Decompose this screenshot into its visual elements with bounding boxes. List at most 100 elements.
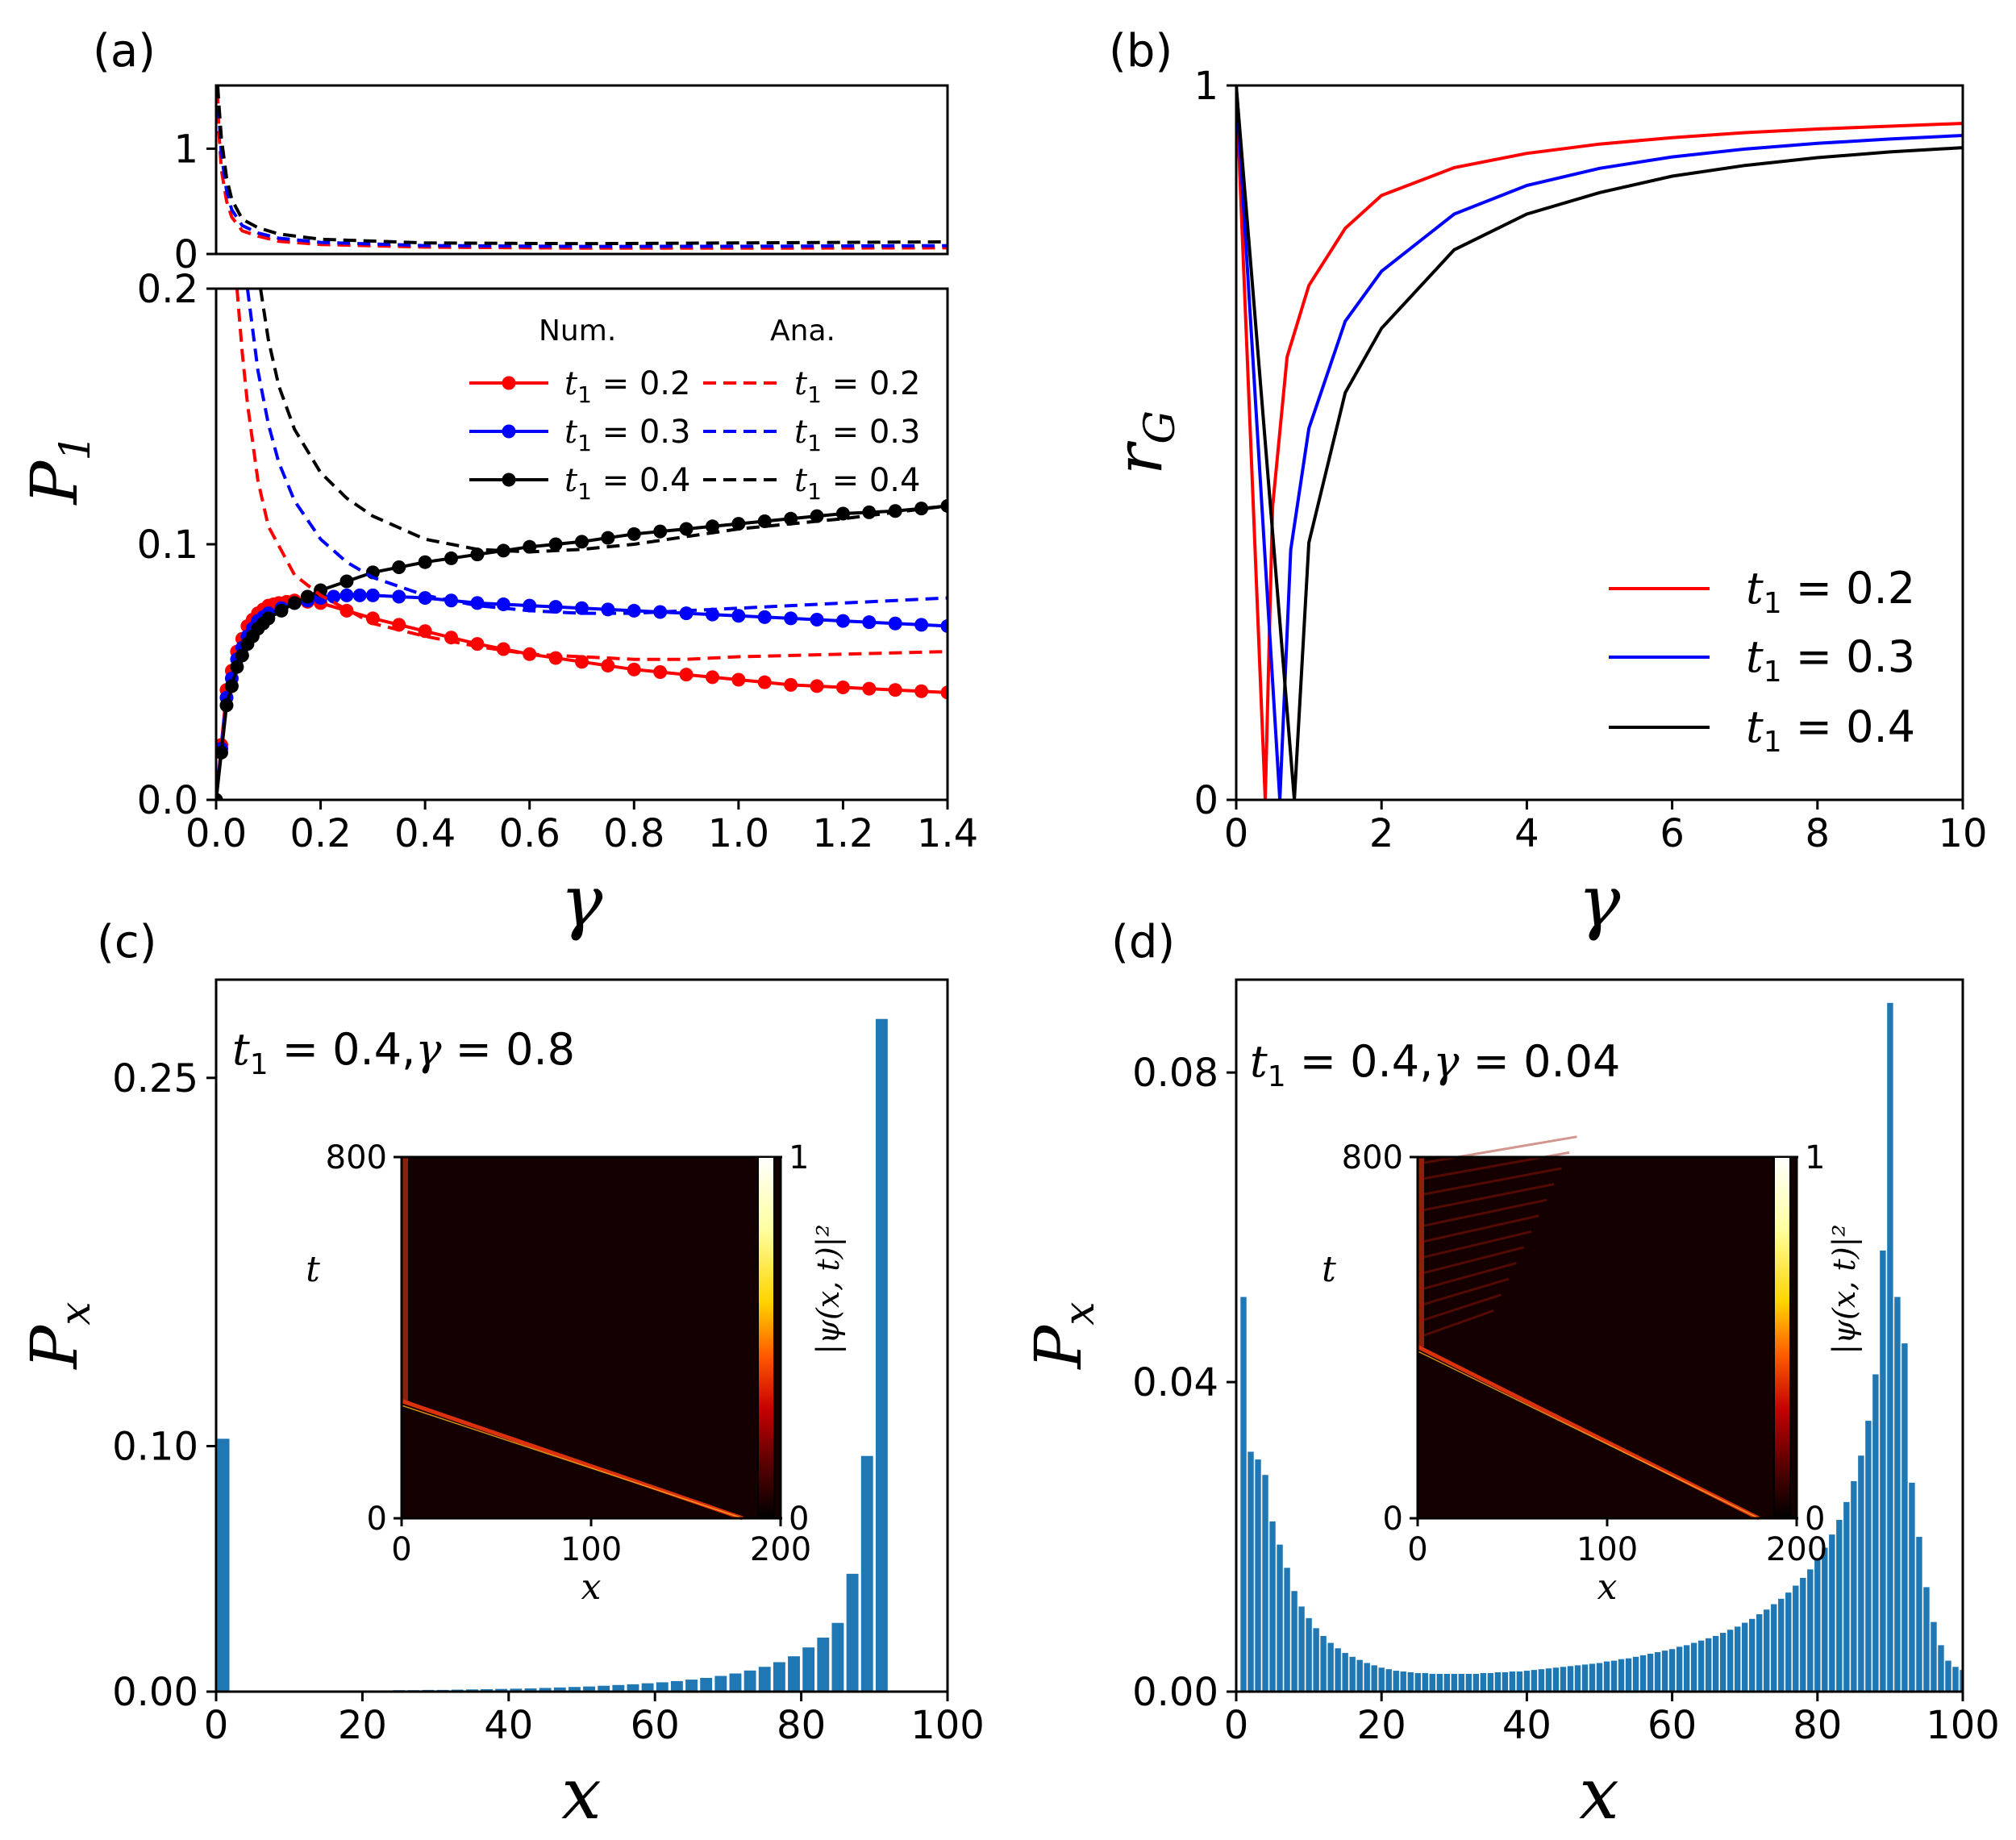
d-bar: [1298, 1606, 1305, 1692]
b-ylabel: rG: [1102, 410, 1185, 475]
c-xtick-label: 20: [338, 1703, 387, 1748]
d-interference-fringe: [1417, 1309, 1494, 1339]
d-bar: [1458, 1673, 1465, 1692]
c-colorbar: [757, 1156, 775, 1519]
a-xtick-label: 1.0: [708, 811, 769, 856]
a-legend-marker: [502, 424, 516, 439]
d-inset-xtick-label: 200: [1766, 1531, 1827, 1568]
d-ytick-label: 0.08: [1132, 1051, 1218, 1096]
d-interference-fringe: [1417, 1230, 1532, 1260]
d-bar: [1960, 1670, 1963, 1692]
a-series-point-1: [352, 588, 367, 602]
d-bar: [1719, 1633, 1727, 1692]
c-bar: [583, 1686, 595, 1692]
a-ytick-label: 0.1: [137, 522, 198, 568]
a-legend-label: t1 = 0.3: [564, 414, 690, 456]
a-series-line-5: [259, 289, 948, 554]
a-series-point-1: [653, 605, 668, 619]
a-ytick-label: 0.0: [137, 778, 198, 823]
c-xtick-label: 40: [484, 1703, 533, 1748]
a-series-point-0: [575, 655, 589, 669]
d-bar: [1472, 1673, 1480, 1692]
d-bar: [1306, 1617, 1312, 1692]
a-series-point-0: [784, 677, 798, 692]
c-bar: [568, 1687, 581, 1692]
c-ytick-label: 0.25: [112, 1056, 198, 1101]
a-series-point-2: [496, 543, 510, 558]
d-bar: [1545, 1668, 1552, 1692]
a-legend-label: t1 = 0.3: [794, 414, 920, 456]
a-legend-marker: [502, 472, 516, 487]
d-bar: [1661, 1651, 1668, 1692]
d-inset-xtick-label: 100: [1577, 1531, 1638, 1568]
d-bar: [1764, 1609, 1770, 1692]
panel-label-d: (d): [1111, 916, 1175, 968]
b-legend-label: t1 = 0.4: [1746, 701, 1915, 759]
d-interference-fringe: [1417, 1214, 1539, 1244]
d-colorbar: [1773, 1156, 1791, 1519]
a-series-point-1: [731, 609, 746, 623]
d-bar: [1531, 1670, 1538, 1692]
d-bar: [1262, 1475, 1268, 1692]
b-series-line-0: [1236, 85, 1963, 800]
d-bar: [1683, 1645, 1690, 1692]
d-bar: [1277, 1544, 1283, 1692]
a-series-point-2: [575, 535, 589, 549]
a-series-point-1: [784, 611, 798, 626]
d-bar: [1742, 1622, 1748, 1692]
a-series-line-1: [216, 593, 948, 800]
a-series-point-2: [300, 589, 314, 604]
c-colorbar-tick-label: 1: [789, 1139, 809, 1176]
d-xtick-label: 40: [1502, 1703, 1552, 1748]
a-xtick-label: 0.8: [603, 811, 664, 856]
d-bar: [1371, 1665, 1377, 1692]
d-bar: [1552, 1667, 1560, 1692]
a-series-point-1: [757, 610, 772, 624]
d-colorbar-tick-label: 0: [1805, 1501, 1825, 1538]
a-series-point-2: [548, 537, 563, 552]
a-series-point-0: [757, 675, 772, 689]
d-ylabel: Px: [1021, 1301, 1104, 1370]
d-bar: [1269, 1521, 1276, 1692]
d-bar: [1610, 1660, 1618, 1692]
d-bar: [1923, 1587, 1930, 1692]
d-bar: [1487, 1672, 1494, 1692]
d-bar: [1952, 1667, 1959, 1692]
d-bar: [1327, 1642, 1334, 1692]
c-bar: [875, 1018, 888, 1692]
d-bar: [1625, 1658, 1632, 1692]
c-inset-ytick-label: 0: [367, 1501, 387, 1538]
d-bar: [1364, 1663, 1370, 1692]
a-series-point-1: [862, 615, 877, 630]
a-series-point-1: [327, 589, 341, 604]
d-bar: [1356, 1659, 1363, 1692]
a-series-point-1: [835, 614, 850, 628]
a-series-point-2: [287, 596, 302, 610]
a-series-line-3: [235, 289, 948, 661]
d-bar: [1320, 1635, 1327, 1692]
d-bar: [1858, 1455, 1864, 1692]
a-series-point-2: [274, 603, 289, 618]
a-series-point-2: [339, 574, 354, 589]
c-bar: [524, 1688, 537, 1692]
a-series-point-2: [261, 611, 276, 626]
d-bar: [1494, 1672, 1502, 1692]
c-bar: [495, 1688, 508, 1692]
d-bar: [1872, 1374, 1879, 1692]
a-series-point-2: [914, 502, 929, 516]
a-ytick-label: 0.2: [137, 267, 198, 312]
a-series-point-2: [940, 498, 948, 513]
b-legend-label: t1 = 0.2: [1746, 563, 1915, 620]
a-xtick-label: 0.6: [499, 811, 560, 856]
a-legend-col-num: Num.: [539, 314, 616, 348]
a-series-point-2: [216, 793, 223, 800]
a-series-point-2: [627, 527, 641, 541]
panel-label-a: (a): [93, 25, 156, 77]
c-bar: [773, 1662, 785, 1692]
d-bar: [1880, 1250, 1886, 1692]
d-bar: [1771, 1604, 1777, 1692]
a-xlabel: γ: [560, 860, 603, 943]
d-annotation: t1 = 0.4,γ = 0.04: [1250, 1036, 1620, 1093]
d-bar: [1785, 1592, 1792, 1692]
